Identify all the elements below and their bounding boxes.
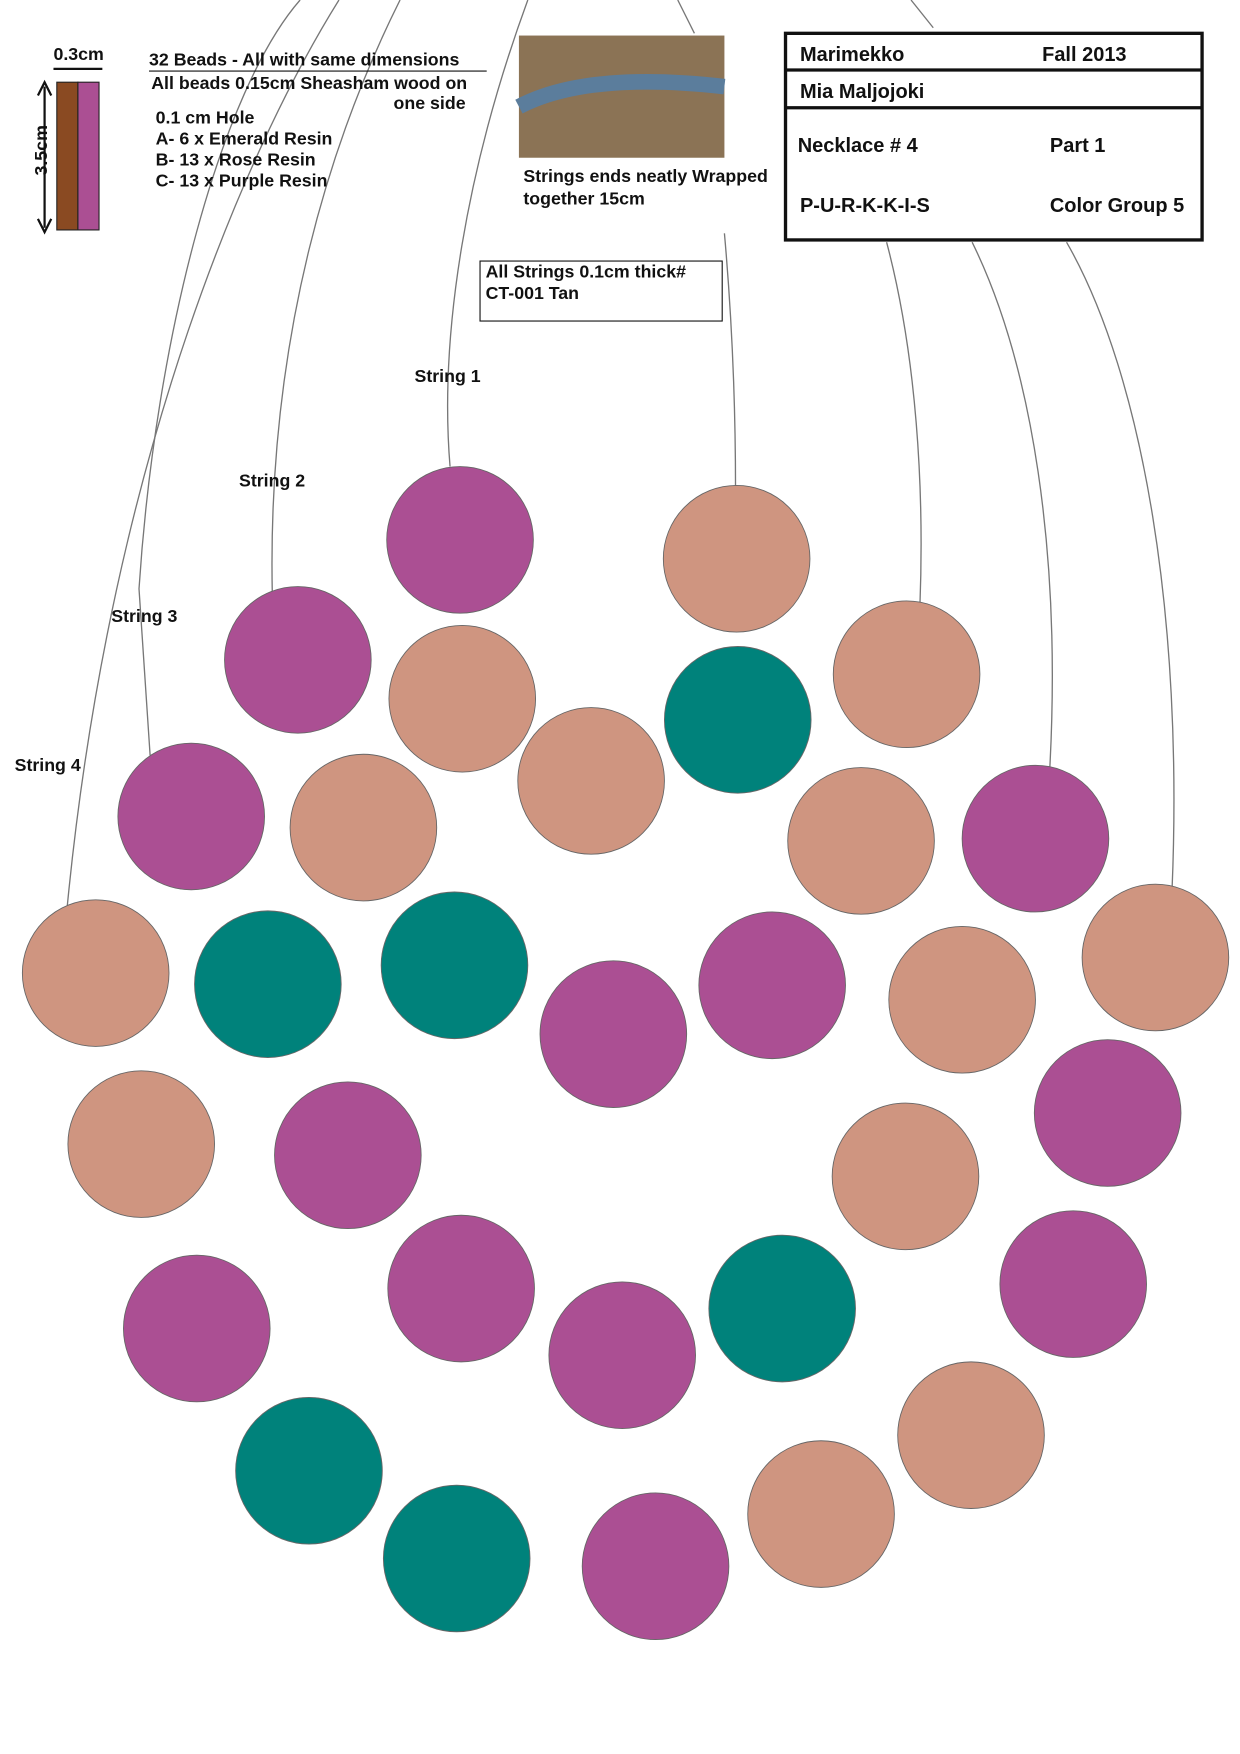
bead — [999, 1210, 1147, 1358]
bead — [388, 624, 537, 773]
bead — [235, 1396, 383, 1545]
bead — [539, 960, 688, 1108]
beads — [21, 466, 1230, 1641]
string-label: String 1 — [414, 366, 480, 386]
bead — [663, 646, 812, 794]
string-line — [66, 0, 340, 911]
string-line — [271, 0, 401, 595]
necklace: Necklace # 4 — [798, 135, 918, 157]
bead — [387, 1214, 535, 1363]
bead — [548, 1281, 696, 1429]
bead — [382, 1484, 531, 1633]
bead — [380, 891, 529, 1040]
necklace-name: P-U-R-K-K-I-S — [800, 195, 930, 217]
string-label: String 3 — [111, 606, 177, 626]
bead — [831, 1102, 980, 1251]
bead — [1081, 883, 1230, 1032]
string-line — [446, 0, 529, 467]
bead — [662, 484, 811, 633]
string-line — [910, 0, 934, 29]
string-label: String 4 — [15, 755, 81, 775]
bead — [581, 1492, 730, 1641]
bead — [787, 767, 935, 915]
string-line — [138, 0, 301, 756]
bead — [67, 1070, 215, 1218]
bead — [517, 707, 665, 855]
specs-wood: one side — [394, 93, 466, 113]
arrow-heads — [36, 79, 53, 235]
bead — [21, 899, 170, 1047]
photo-cord — [515, 74, 726, 114]
specs-wood: All beads 0.15cm Sheasham wood on — [151, 73, 467, 93]
strings — [66, 0, 1175, 911]
resin-side — [77, 81, 100, 231]
string-line — [885, 241, 922, 606]
note-box — [479, 260, 723, 322]
specs-title: 32 Beads - All with same dimensions — [149, 50, 459, 70]
bead — [708, 1234, 856, 1383]
specs-item: A- 6 x Emerald Resin — [156, 128, 333, 148]
bead — [961, 764, 1110, 913]
bead — [117, 742, 265, 891]
string-line — [1065, 241, 1175, 889]
bead — [289, 753, 438, 902]
bead — [123, 1254, 271, 1403]
string-line — [677, 0, 696, 34]
string-note: CT-001 Tan — [486, 283, 579, 303]
designer: Mia Maljojoki — [800, 81, 924, 103]
string-label: String 2 — [239, 471, 305, 491]
string-line — [723, 233, 737, 489]
header-box: Marimekko Fall 2013 Mia Maljojoki Neckla… — [783, 31, 1204, 242]
scale-sample: 0.3cm 3.5cm — [31, 44, 104, 235]
season: Fall 2013 — [1042, 44, 1126, 66]
photo-caption: together 15cm — [523, 188, 644, 208]
string-note: All Strings 0.1cm thick# — [486, 262, 687, 282]
string-line — [971, 241, 1053, 767]
color-group: Color Group 5 — [1050, 195, 1184, 217]
bead — [1033, 1039, 1182, 1187]
height-label: 3.5cm — [31, 125, 51, 175]
specs-item: B- 13 x Rose Resin — [156, 150, 316, 170]
cord-photo — [515, 35, 726, 158]
specs-hole: 0.1 cm Hole — [156, 107, 255, 127]
bead — [386, 466, 534, 614]
width-label: 0.3cm — [53, 44, 103, 64]
photo-caption: Strings ends neatly Wrapped — [523, 166, 768, 186]
bead — [224, 586, 372, 734]
box-frame — [783, 31, 1204, 242]
bead — [832, 600, 981, 749]
bead — [194, 910, 342, 1058]
bead — [888, 925, 1036, 1074]
bead — [747, 1440, 895, 1588]
bead — [274, 1081, 422, 1230]
bead — [897, 1361, 1045, 1509]
wood-side — [56, 81, 79, 231]
specs-item: C- 13 x Purple Resin — [156, 171, 328, 191]
brand: Marimekko — [800, 44, 904, 66]
part: Part 1 — [1050, 135, 1106, 157]
bead — [698, 911, 846, 1060]
